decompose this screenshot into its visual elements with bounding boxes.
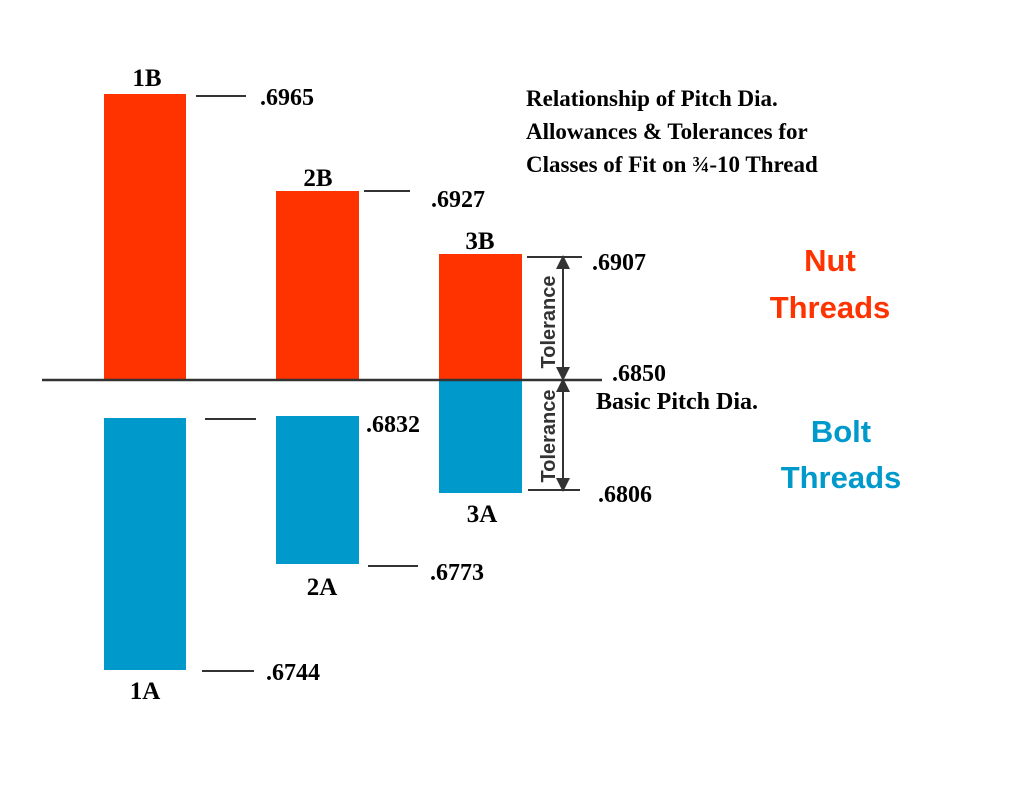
basic-pitch-label: Basic Pitch Dia. — [596, 389, 758, 415]
legend-bolt-line-1: Bolt — [811, 414, 871, 449]
title-line-2: Allowances & Tolerances for — [526, 119, 808, 144]
title-line-3: Classes of Fit on ¾-10 Thread — [526, 152, 818, 177]
value-basic: .6850 — [612, 361, 666, 387]
nut-bar-1b — [104, 94, 186, 380]
class-label-1b: 1B — [132, 65, 161, 92]
bolt-bar-1a — [104, 418, 186, 670]
bolt-bar-3a — [439, 380, 522, 493]
legend-nut-line-2: Threads — [770, 290, 891, 325]
value-1a-min: .6744 — [266, 660, 320, 686]
legend-nut-line-1: Nut — [804, 243, 856, 278]
nut-bar-3b — [439, 254, 522, 380]
value-2a-max: .6832 — [366, 412, 420, 438]
tolerance-label-bolt: Tolerance — [538, 390, 560, 483]
bolt-bar-2a — [276, 416, 359, 564]
class-label-3b: 3B — [465, 228, 494, 255]
class-label-3a: 3A — [467, 501, 498, 528]
value-3a-min: .6806 — [598, 482, 652, 508]
tolerance-label-nut: Tolerance — [538, 276, 560, 369]
value-2b-max: .6927 — [431, 187, 485, 213]
class-label-2b: 2B — [303, 165, 332, 192]
legend-bolt-line-2: Threads — [781, 460, 902, 495]
nut-bar-2b — [276, 191, 359, 380]
value-1b-max: .6965 — [260, 85, 314, 111]
class-label-1a: 1A — [130, 678, 161, 705]
value-2a-min: .6773 — [430, 560, 484, 586]
class-label-2a: 2A — [307, 574, 338, 601]
title-line-1: Relationship of Pitch Dia. — [526, 86, 778, 111]
value-3b-max: .6907 — [592, 250, 646, 276]
